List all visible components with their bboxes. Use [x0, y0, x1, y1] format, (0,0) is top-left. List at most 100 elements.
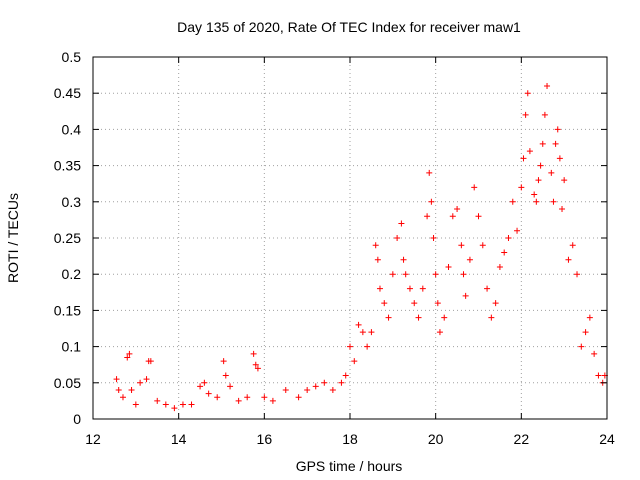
- data-point: [244, 394, 251, 401]
- data-point: [552, 140, 559, 147]
- y-tick-label: 0.1: [62, 339, 82, 355]
- data-point: [250, 350, 257, 357]
- data-point: [449, 213, 456, 220]
- data-point: [128, 387, 135, 394]
- data-point: [126, 350, 133, 357]
- data-point: [436, 329, 443, 336]
- data-point: [471, 184, 478, 191]
- data-point: [321, 379, 328, 386]
- data-point: [445, 263, 452, 270]
- y-tick-label: 0.05: [54, 375, 81, 391]
- data-point: [548, 169, 555, 176]
- data-point: [561, 177, 568, 184]
- data-point: [214, 394, 221, 401]
- data-point: [533, 198, 540, 205]
- data-point: [419, 285, 426, 292]
- data-point: [338, 379, 345, 386]
- data-point: [518, 184, 525, 191]
- data-point: [205, 390, 212, 397]
- data-point: [201, 379, 208, 386]
- data-point: [484, 285, 491, 292]
- data-point: [351, 358, 358, 365]
- data-point: [261, 394, 268, 401]
- data-point: [402, 271, 409, 278]
- data-point: [514, 227, 521, 234]
- data-point: [460, 271, 467, 278]
- data-point: [188, 401, 195, 408]
- data-point: [359, 329, 366, 336]
- data-point: [368, 329, 375, 336]
- data-point: [505, 235, 512, 241]
- data-point: [171, 405, 178, 412]
- data-point: [479, 242, 486, 249]
- data-point: [179, 401, 186, 408]
- data-point: [355, 321, 362, 328]
- y-tick-label: 0.45: [54, 85, 81, 101]
- data-point: [539, 140, 546, 147]
- data-point: [374, 256, 381, 263]
- data-point: [295, 394, 302, 401]
- x-tick-label: 18: [342, 431, 358, 447]
- data-point: [424, 213, 431, 220]
- data-point: [559, 206, 566, 213]
- data-point: [347, 343, 353, 350]
- data-point: [254, 365, 261, 372]
- data-point: [398, 220, 405, 227]
- data-point: [531, 191, 538, 198]
- y-tick-label: 0.5: [62, 49, 82, 65]
- data-point: [415, 314, 422, 321]
- data-point: [381, 300, 388, 307]
- data-point: [541, 111, 548, 118]
- data-point: [501, 249, 508, 256]
- data-point: [434, 300, 441, 307]
- data-point: [143, 376, 150, 383]
- data-point: [524, 90, 531, 97]
- data-point: [252, 361, 259, 368]
- data-point: [304, 387, 311, 394]
- data-point: [430, 235, 437, 241]
- data-point: [488, 314, 495, 321]
- data-point: [509, 198, 516, 205]
- data-point: [376, 285, 383, 292]
- data-point: [372, 242, 379, 249]
- x-axis-title: GPS time / hours: [296, 458, 403, 474]
- data-point: [222, 372, 229, 379]
- data-point: [342, 372, 349, 379]
- y-tick-label: 0.35: [54, 158, 81, 174]
- data-point: [586, 314, 593, 321]
- y-tick-label: 0: [73, 411, 81, 427]
- data-point: [550, 198, 557, 205]
- data-point: [162, 401, 169, 408]
- data-point: [466, 256, 473, 263]
- data-point: [537, 162, 544, 169]
- data-point: [426, 169, 433, 176]
- data-point: [312, 383, 319, 390]
- data-point: [595, 372, 602, 379]
- data-point: [591, 350, 598, 357]
- data-point: [578, 343, 585, 350]
- data-point: [400, 256, 407, 263]
- x-tick-label: 20: [428, 431, 444, 447]
- data-point: [441, 314, 448, 321]
- data-point: [329, 387, 336, 394]
- data-point: [582, 329, 589, 336]
- data-point: [554, 126, 561, 133]
- x-tick-label: 12: [85, 431, 101, 447]
- data-point: [411, 300, 418, 307]
- x-tick-label: 16: [257, 431, 273, 447]
- y-axis-title: ROTI / TECUs: [5, 193, 21, 283]
- data-point: [569, 242, 576, 249]
- data-point: [475, 213, 482, 220]
- data-point: [458, 242, 465, 249]
- x-tick-label: 24: [599, 431, 615, 447]
- y-tick-label: 0.3: [62, 194, 82, 210]
- chart-title: Day 135 of 2020, Rate Of TEC Index for r…: [177, 19, 521, 35]
- y-tick-label: 0.15: [54, 302, 81, 318]
- data-point: [364, 343, 371, 350]
- data-point: [428, 198, 435, 205]
- data-point: [389, 271, 396, 278]
- data-point: [454, 206, 461, 213]
- points-layer: [113, 82, 608, 412]
